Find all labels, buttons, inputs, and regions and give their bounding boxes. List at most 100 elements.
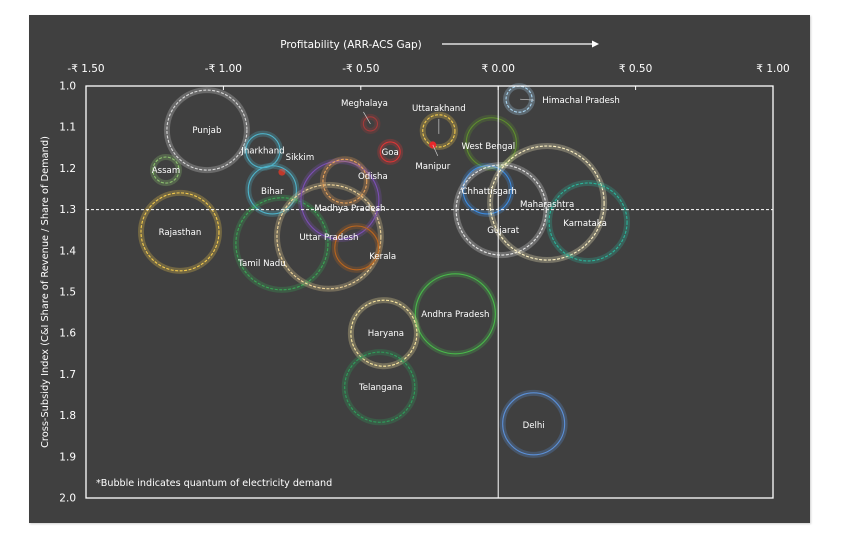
bubble-label: Uttarakhand — [412, 104, 466, 114]
bubble-outline — [152, 156, 180, 184]
bubble-label: Jharkhand — [240, 147, 284, 157]
x-axis-ticks: -₹ 1.50 -₹ 1.00 -₹ 0.50 ₹ 0.00 ₹ 0.50 ₹ 1.00 — [67, 63, 790, 90]
y-tick-label: 1.9 — [59, 451, 76, 463]
y-tick-label: 1.8 — [59, 410, 76, 422]
bubble-label: Chhattisgarh — [462, 187, 517, 197]
bubble-outline — [247, 165, 297, 215]
y-tick-label: 1.5 — [59, 287, 76, 299]
bubble-odisha[interactable] — [319, 156, 370, 207]
bubble-haryana[interactable] — [347, 297, 420, 370]
bubble-outline — [322, 158, 368, 204]
bubble-outline — [502, 392, 566, 456]
bubble-karnataka[interactable] — [546, 179, 631, 264]
bubbles-layer — [137, 83, 631, 458]
bubble-tamil-nadu[interactable] — [232, 194, 331, 293]
bubble-label: Punjab — [192, 126, 221, 136]
bubble-labels-layer: Punjab Jharkhand Assam Sikkim Bihar Rajasthan… — [152, 96, 620, 431]
y-axis-ticks: 1.0 1.1 1.2 1.3 1.4 1.5 1.6 1.7 1.8 1.9 2.0 — [59, 81, 76, 505]
bubble-outline — [414, 273, 496, 355]
bubble-outline — [362, 116, 379, 132]
bubble-outline — [350, 299, 418, 367]
title-arrow-head-icon — [592, 40, 599, 48]
bubble-outline — [166, 89, 248, 171]
y-tick-label: 2.0 — [59, 493, 76, 505]
x-axis-title-group: Profitability (ARR-ACS Gap) — [280, 39, 599, 51]
bubble-chhattisgarh[interactable] — [460, 162, 515, 217]
bubble-label: Andhra Pradesh — [421, 310, 489, 320]
footnote: *Bubble indicates quantum of electricity… — [96, 478, 332, 489]
bubble-marker — [278, 168, 286, 176]
bubble-uttar-pradesh[interactable] — [273, 181, 384, 292]
bubble-label: Kerala — [369, 252, 396, 262]
bubble-outline — [344, 351, 416, 423]
bubble-label: Haryana — [368, 329, 404, 339]
bubble-bihar[interactable] — [245, 162, 300, 217]
bubble-label: Sikkim — [286, 153, 315, 163]
bubble-label: Goa — [382, 148, 399, 158]
leader-line — [363, 111, 371, 125]
x-tick-label: ₹ 0.50 — [619, 63, 652, 75]
chart-title: Profitability (ARR-ACS Gap) — [280, 39, 422, 51]
bubble-sikkim[interactable] — [278, 168, 286, 176]
bubble-label: Madhya Pradesh — [314, 204, 385, 214]
bubble-outline — [300, 160, 380, 240]
bubble-label: Delhi — [523, 421, 545, 431]
bubble-label: Gujarat — [487, 226, 520, 236]
bubble-outline — [276, 184, 382, 290]
y-tick-label: 1.2 — [59, 163, 76, 175]
bubble-label: Bihar — [261, 187, 284, 197]
leader-line — [520, 98, 535, 101]
bubble-label: Manipur — [415, 162, 450, 172]
bubble-label: Meghalaya — [341, 99, 388, 109]
bubble-label: Himachal Pradesh — [542, 96, 620, 106]
bubble-label: Maharashtra — [520, 200, 574, 210]
bubble-outline — [334, 225, 380, 271]
bubble-uttarakhand[interactable] — [419, 111, 458, 151]
bubble-kerala[interactable] — [331, 223, 382, 273]
bubble-label: Telangana — [358, 383, 403, 393]
y-tick-label: 1.3 — [59, 204, 76, 216]
bubble-label: Tamil Nadu — [237, 259, 286, 269]
y-axis-label: Cross-Subsidy Index (C&I Share of Revenu… — [40, 136, 51, 448]
y-tick-label: 1.7 — [59, 369, 76, 381]
bubble-label: Karnataka — [563, 219, 607, 229]
bubble-outline — [379, 141, 401, 163]
x-tick-label: ₹ 1.00 — [756, 63, 789, 75]
bubble-outline — [548, 182, 628, 262]
bubble-outline — [462, 165, 512, 215]
bubble-label: Uttar Pradesh — [299, 233, 358, 243]
bubble-west-bengal[interactable] — [463, 114, 520, 171]
bubble-himachal-pradesh[interactable] — [503, 83, 536, 116]
bubble-assam[interactable] — [149, 154, 183, 187]
y-tick-label: 1.4 — [59, 245, 76, 257]
bubble-outline — [140, 192, 220, 272]
bubble-meghalaya[interactable] — [360, 113, 381, 134]
bubble-maharashtra[interactable] — [487, 142, 608, 264]
bubble-label: Rajasthan — [159, 228, 202, 238]
bubble-label: Assam — [152, 166, 180, 176]
bubble-outline — [465, 117, 517, 169]
y-tick-label: 1.1 — [59, 122, 76, 134]
bubble-madhya-pradesh[interactable] — [297, 158, 382, 243]
bubble-delhi[interactable] — [499, 389, 568, 458]
chart-panel — [29, 15, 810, 523]
bubble-andhra-pradesh[interactable] — [412, 270, 499, 357]
bubble-label: West Bengal — [462, 142, 516, 152]
bubble-outline — [489, 145, 605, 261]
y-tick-label: 1.0 — [59, 81, 76, 93]
bubble-outline — [235, 197, 329, 291]
bubble-outline — [422, 114, 456, 148]
bubble-label: Odisha — [358, 172, 388, 182]
x-tick-label: -₹ 1.00 — [205, 63, 242, 75]
x-tick-label: -₹ 0.50 — [342, 63, 379, 75]
plot-border — [85, 85, 774, 499]
x-tick-label: ₹ 0.00 — [481, 63, 514, 75]
bubble-punjab[interactable] — [163, 87, 250, 174]
leader-line — [432, 144, 439, 157]
bubble-rajasthan[interactable] — [137, 189, 222, 274]
bubble-telangana[interactable] — [341, 349, 418, 426]
y-tick-label: 1.6 — [59, 328, 76, 340]
bubble-goa[interactable] — [377, 138, 404, 165]
x-tick-label: -₹ 1.50 — [67, 63, 104, 75]
